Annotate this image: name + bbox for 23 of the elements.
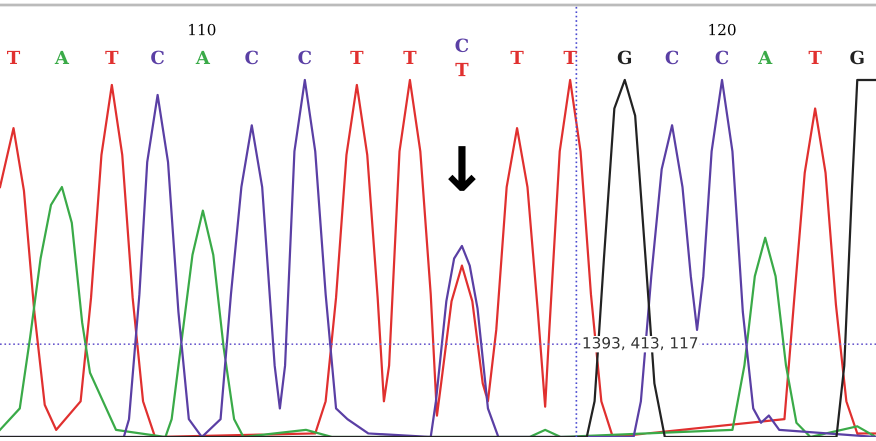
text: T — [564, 50, 577, 64]
text: T — [455, 62, 468, 76]
text: T — [510, 50, 524, 64]
text: C — [151, 50, 164, 64]
text: C — [245, 50, 258, 64]
text: C — [298, 50, 312, 64]
text: T — [7, 50, 20, 64]
annotation: 1393, 413, 117 — [584, 337, 698, 350]
text: T — [808, 50, 822, 64]
text: A — [758, 50, 772, 64]
text: A — [196, 50, 210, 64]
text: C — [666, 50, 678, 64]
text: T — [105, 50, 118, 64]
text: C — [456, 38, 468, 52]
text: A — [54, 50, 70, 64]
text: T — [403, 50, 416, 64]
x-tick-label: 110 — [189, 24, 216, 36]
text: C — [716, 50, 728, 64]
text: G — [850, 50, 864, 64]
text: T — [350, 50, 364, 64]
x-tick-label: 120 — [709, 24, 736, 36]
text: G — [618, 50, 632, 64]
annotation: ↓ — [448, 146, 476, 191]
